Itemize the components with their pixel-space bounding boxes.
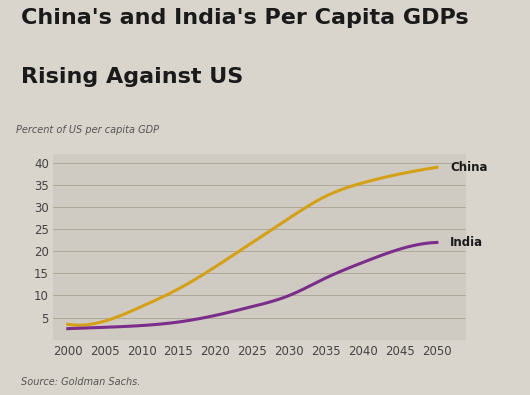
Text: Rising Against US: Rising Against US [21,67,243,87]
Text: China: China [450,161,488,174]
Text: India: India [450,236,483,249]
Text: Percent of US per capita GDP: Percent of US per capita GDP [16,126,159,135]
Text: Source: Goldman Sachs.: Source: Goldman Sachs. [21,377,140,387]
Text: China's and India's Per Capita GDPs: China's and India's Per Capita GDPs [21,8,469,28]
